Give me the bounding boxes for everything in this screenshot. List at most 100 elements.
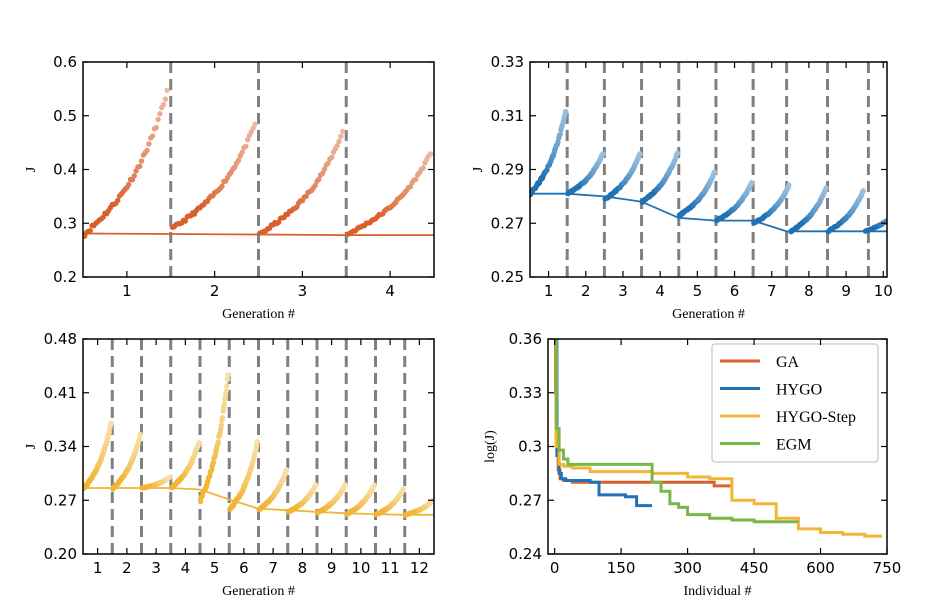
- plot-area: [83, 62, 434, 277]
- x-tick-label: 2: [581, 282, 591, 300]
- y-tick-label: 0.24: [509, 545, 542, 563]
- y-tick-label: 0.4: [53, 161, 77, 179]
- individual-point: [153, 124, 159, 131]
- individual-point: [207, 473, 213, 479]
- individual-point: [897, 206, 902, 211]
- x-axis-label: Generation #: [222, 307, 295, 322]
- individual-point: [197, 498, 204, 505]
- y-tick-label: 0.34: [44, 438, 77, 456]
- individual-point: [215, 439, 222, 445]
- chart-panel-4: GA HYGO HYGO-Step EGM 0 150 300 450 600 750 0.24 0.…: [483, 330, 901, 599]
- y-tick-label: 0.48: [44, 330, 77, 348]
- legend-box: [711, 343, 879, 463]
- x-tick-label: 4: [385, 282, 395, 300]
- individual-point: [235, 157, 242, 164]
- x-tick-label: 10: [874, 282, 893, 300]
- individual-point: [889, 214, 894, 219]
- y-axis-label: log(J): [483, 430, 498, 463]
- individual-point: [557, 131, 563, 137]
- individual-point: [87, 228, 93, 234]
- individual-point: [254, 438, 261, 445]
- individual-point: [217, 430, 223, 436]
- individual-point: [126, 181, 132, 188]
- y-tick-label: 0.27: [491, 214, 524, 232]
- x-axis-label: Individual #: [683, 584, 751, 599]
- individual-point: [711, 169, 718, 175]
- individual-point: [224, 382, 230, 389]
- x-tick-label: 5: [210, 559, 220, 577]
- y-axis-label: J: [471, 166, 486, 172]
- individual-point: [748, 180, 755, 186]
- series-line-egm: [554, 339, 799, 524]
- individual-point: [896, 207, 901, 212]
- individual-point: [137, 163, 143, 170]
- x-tick-label: 300: [673, 559, 702, 577]
- individual-point: [160, 101, 167, 108]
- individual-point: [144, 147, 150, 154]
- y-tick-label: 0.27: [44, 491, 77, 509]
- x-tick-label: 2: [210, 282, 220, 300]
- chart-panel-2: 1 2 3 4 5 6 7 8 9 10 0.25 0.27 0.29 0.31 0.33 Generatio…: [471, 53, 902, 322]
- individual-point: [225, 372, 231, 378]
- individual-point: [637, 151, 643, 157]
- best-cost-line: [83, 232, 434, 236]
- individual-point: [400, 486, 407, 492]
- y-tick-label: 0.25: [491, 268, 524, 286]
- x-tick-label: 6: [239, 559, 249, 577]
- individual-point: [563, 108, 569, 115]
- individual-point: [219, 414, 226, 421]
- legend: GA HYGO HYGO-Step EGM: [711, 343, 879, 463]
- individual-point: [894, 209, 899, 214]
- x-tick-label: 3: [151, 559, 161, 577]
- individual-point: [254, 443, 260, 449]
- individual-point: [427, 151, 434, 157]
- individual-point: [325, 160, 331, 166]
- y-tick-label: 0.5: [53, 107, 77, 125]
- x-tick-label: 9: [841, 282, 851, 300]
- x-tick-label: 0: [550, 559, 560, 577]
- individual-point: [182, 218, 189, 224]
- individual-point: [600, 151, 606, 157]
- individual-point: [244, 136, 251, 143]
- y-tick-label: 0.41: [44, 384, 77, 402]
- individual-point: [221, 401, 228, 407]
- y-axis-label: J: [24, 166, 39, 172]
- individual-point: [164, 87, 170, 93]
- y-tick-label: 0.3: [53, 214, 77, 232]
- x-tick-label: 1: [122, 282, 132, 300]
- individual-point: [407, 184, 414, 190]
- chart-panel-1: 1 2 3 4 0.2 0.3 0.4 0.5 0.6 Generation # J: [24, 53, 435, 322]
- x-tick-label: 12: [410, 559, 429, 577]
- individual-point: [138, 158, 145, 164]
- x-tick-label: 150: [607, 559, 636, 577]
- individual-point: [420, 165, 426, 171]
- individual-point: [336, 138, 342, 145]
- legend-label: HYGO-Step: [776, 409, 856, 426]
- x-tick-label: 450: [740, 559, 769, 577]
- legend-label: EGM: [776, 437, 812, 454]
- individual-point: [321, 166, 328, 173]
- y-tick-label: 0.33: [491, 53, 524, 71]
- individual-point: [219, 183, 225, 189]
- series-line-hygo: [554, 339, 653, 508]
- x-tick-label: 7: [767, 282, 777, 300]
- x-tick-label: 3: [618, 282, 628, 300]
- individual-point: [888, 215, 893, 220]
- individual-point: [115, 197, 121, 204]
- individual-point: [371, 482, 378, 488]
- x-tick-label: 10: [351, 559, 370, 577]
- x-axis-label: Generation #: [222, 584, 295, 599]
- individual-point: [146, 141, 152, 147]
- individual-point: [891, 212, 896, 217]
- individual-point: [131, 173, 137, 179]
- best-cost-line: [83, 487, 434, 516]
- plot-area: [554, 339, 882, 538]
- individual-point: [891, 212, 896, 217]
- individual-point: [338, 133, 344, 140]
- individual-point: [155, 116, 161, 123]
- y-tick-label: 0.31: [491, 107, 524, 125]
- series-line-hygo-step: [554, 339, 882, 538]
- individual-point: [860, 188, 866, 194]
- individual-point: [166, 474, 173, 480]
- individual-point: [239, 149, 245, 156]
